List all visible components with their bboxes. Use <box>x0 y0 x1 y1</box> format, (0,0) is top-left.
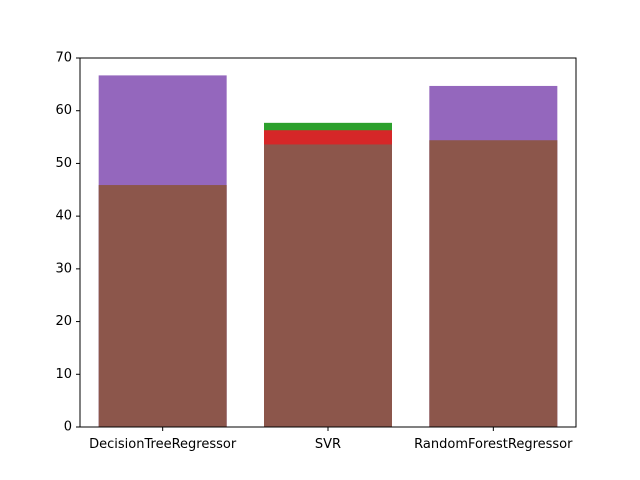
y-tick-label: 0 <box>64 420 72 435</box>
y-tick-label: 60 <box>55 103 72 118</box>
x-axis-ticks: DecisionTreeRegressor SVR RandomForestRegr… <box>89 427 573 452</box>
y-tick-label: 70 <box>55 51 72 66</box>
bar-RandomForestRegressor-series-3 <box>429 140 558 427</box>
y-tick-label: 40 <box>55 209 72 224</box>
x-tick-label: SVR <box>315 437 341 452</box>
x-tick-label: DecisionTreeRegressor <box>89 437 237 452</box>
bar-SVR-series-3 <box>264 144 392 428</box>
bars-group <box>98 75 558 428</box>
y-tick-label: 10 <box>55 367 72 382</box>
y-tick-label: 30 <box>55 261 72 276</box>
plot-frame <box>79 57 577 428</box>
y-tick-label: 20 <box>55 314 72 329</box>
y-axis-ticks: 0 10 20 30 40 50 60 70 <box>55 51 80 435</box>
y-tick-label: 50 <box>55 156 72 171</box>
bar-DecisionTreeRegressor-series-3 <box>98 185 227 427</box>
x-tick-label: RandomForestRegressor <box>414 437 573 452</box>
